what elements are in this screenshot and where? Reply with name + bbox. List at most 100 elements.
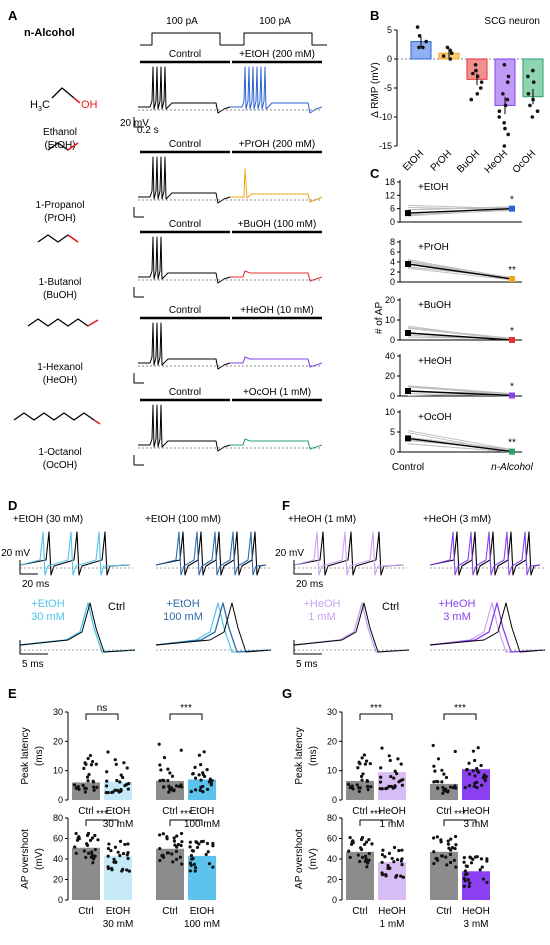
data-point bbox=[158, 858, 162, 863]
x-tick-label: Ctrl bbox=[162, 906, 178, 917]
data-point bbox=[397, 848, 401, 853]
condition-label: +EtOH (30 mM) bbox=[13, 514, 83, 525]
stimulus-step bbox=[140, 32, 235, 46]
y-tick-label: 2 bbox=[390, 267, 395, 277]
data-point bbox=[378, 780, 383, 784]
data-point bbox=[91, 779, 95, 783]
data-point bbox=[389, 775, 393, 779]
overlay-label: +EtOH bbox=[31, 598, 64, 610]
x-tick-label: BuOH bbox=[455, 148, 482, 175]
data-point bbox=[349, 842, 354, 846]
data-point bbox=[199, 778, 203, 782]
data-point bbox=[118, 839, 123, 843]
data-point bbox=[363, 859, 367, 863]
data-point bbox=[463, 869, 468, 873]
y-tick-label: 20 bbox=[385, 295, 395, 305]
data-point bbox=[195, 845, 200, 850]
data-point bbox=[359, 847, 364, 852]
data-point bbox=[417, 34, 422, 38]
panel-b: 5 0 -5 -10 -15 Δ RMP (mV) SCG neuron EtOH PrOH Bu… bbox=[370, 16, 544, 176]
data-point bbox=[505, 80, 510, 84]
data-point bbox=[106, 866, 111, 871]
data-point bbox=[381, 848, 385, 852]
mean-line bbox=[407, 207, 513, 214]
data-point bbox=[201, 773, 206, 777]
data-point bbox=[360, 756, 364, 760]
data-point bbox=[436, 757, 441, 761]
data-point bbox=[393, 769, 397, 773]
data-point bbox=[90, 850, 94, 854]
data-point bbox=[347, 849, 351, 853]
mean-marker-alcohol bbox=[509, 205, 515, 212]
y-tick-label: 60 bbox=[53, 834, 63, 844]
data-point bbox=[211, 844, 215, 848]
control-label: Control bbox=[169, 387, 201, 398]
panel-letter-b: B bbox=[370, 8, 379, 23]
data-point bbox=[198, 788, 202, 793]
data-point bbox=[481, 877, 486, 881]
y-tick-label: 10 bbox=[385, 315, 395, 325]
data-point bbox=[110, 866, 114, 871]
overlay-label: 30 mM bbox=[31, 611, 65, 623]
data-point bbox=[530, 115, 535, 119]
data-point bbox=[472, 784, 476, 788]
data-point bbox=[179, 748, 183, 752]
data-point bbox=[197, 773, 201, 777]
data-point bbox=[126, 851, 130, 855]
data-point bbox=[387, 866, 392, 871]
condition-label: +EtOH (200 mM) bbox=[239, 49, 315, 60]
sig-bracket bbox=[85, 713, 119, 720]
y-tick-label: 40 bbox=[53, 854, 63, 864]
data-point bbox=[86, 851, 91, 855]
spike-train bbox=[155, 531, 267, 576]
data-point bbox=[363, 762, 368, 766]
data-point bbox=[432, 780, 436, 784]
data-point bbox=[448, 852, 453, 857]
significance: *** bbox=[370, 809, 382, 820]
data-point bbox=[395, 772, 399, 776]
x-tick-label: PrOH bbox=[429, 148, 454, 173]
data-point bbox=[121, 851, 126, 856]
scale-bar bbox=[133, 287, 144, 298]
oh-bond bbox=[67, 234, 79, 243]
data-point bbox=[446, 839, 450, 843]
control-label: Control bbox=[169, 219, 201, 230]
data-point bbox=[448, 860, 453, 865]
sig-bracket bbox=[359, 713, 393, 720]
x-tick-label: HeOH bbox=[378, 906, 406, 917]
data-point bbox=[176, 842, 181, 847]
data-point bbox=[351, 787, 355, 791]
x-tick-label: Ctrl bbox=[78, 906, 94, 917]
data-point bbox=[380, 860, 384, 865]
data-point bbox=[392, 860, 396, 864]
data-point bbox=[471, 769, 475, 773]
data-point bbox=[432, 836, 436, 840]
y-tick-label: 0 bbox=[390, 391, 395, 401]
individual-line bbox=[407, 443, 513, 453]
oh-bond bbox=[67, 142, 79, 151]
data-point bbox=[109, 848, 113, 853]
data-point bbox=[87, 772, 91, 777]
y-tick-label: 40 bbox=[385, 351, 395, 361]
data-point bbox=[432, 862, 436, 866]
data-point bbox=[454, 865, 458, 869]
y-tick-label: 30 bbox=[53, 707, 63, 717]
data-point bbox=[379, 775, 383, 779]
significance: ** bbox=[508, 265, 516, 276]
alcohol-name: 1-Butanol bbox=[39, 277, 82, 288]
panel-f: +HeOH (1 mM) +HeOH (3 mM) 20 mV 20 ms 5 ms +H… bbox=[275, 514, 546, 670]
stimulus-label: 100 pA bbox=[259, 16, 291, 27]
subpanel-label: +EtOH bbox=[418, 182, 448, 193]
individual-line bbox=[407, 261, 513, 279]
data-point bbox=[93, 847, 97, 852]
data-point bbox=[392, 845, 397, 850]
y-axis-label: Peak latency bbox=[294, 727, 305, 784]
y-tick-label: 10 bbox=[385, 407, 395, 417]
data-point bbox=[85, 775, 90, 779]
data-point bbox=[400, 863, 404, 867]
data-point bbox=[465, 768, 469, 772]
data-point bbox=[180, 862, 184, 866]
data-point bbox=[417, 45, 421, 50]
y-axis-label: (ms) bbox=[308, 746, 319, 766]
data-point bbox=[96, 838, 100, 842]
